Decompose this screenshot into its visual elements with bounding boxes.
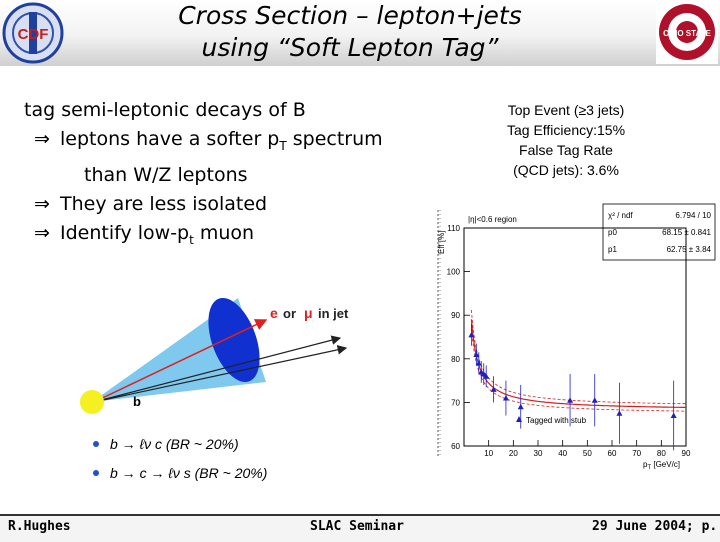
tag-summary: Top Event (≥3 jets) Tag Efficiency:15% F… (470, 100, 662, 180)
data-point (591, 397, 598, 403)
data-point (567, 397, 574, 403)
y-tick-label: 90 (451, 311, 460, 320)
legend-marker (516, 416, 522, 422)
x-axis-label: pT [GeV/c] (643, 460, 680, 471)
bullet-identify-muon: ⇒ Identify low-pt muon (24, 219, 424, 255)
decay-mode-1: b → ℓν c (BR ~ 20%) (110, 436, 239, 452)
lepton-label-e: e (270, 305, 278, 321)
x-axis-label-text: pT [GeV/c] (643, 460, 680, 471)
header-bar (0, 0, 720, 66)
y-tick-label: 60 (451, 442, 460, 451)
y-tick-label: 100 (447, 268, 461, 277)
page-title: Cross Section – lepton+jets using “Soft … (130, 0, 570, 64)
jet-axis-arrow-2 (93, 345, 348, 403)
lepton-label-or: or (283, 306, 296, 321)
implies-arrow: ⇒ (34, 128, 50, 150)
lepton-label-injet: in jet (318, 306, 349, 321)
x-tick-label: 70 (632, 449, 641, 458)
bullet-softer-pt-cont: than W/Z leptons (84, 163, 248, 186)
y-tick-label: 110 (447, 224, 460, 233)
osu-logo-text: OHIO STATE (663, 29, 711, 38)
summary-line-1: Top Event (≥3 jets) (507, 102, 625, 118)
implies-arrow: ⇒ (34, 192, 50, 215)
fit-stat-value: 62.75 ± 3.84 (667, 245, 712, 254)
efficiency-plot: |η|<0.6 region Eff [%] χ² / ndf 6.794 / 1… (428, 196, 720, 474)
jet-disk (208, 297, 260, 383)
x-tick-label: 60 (608, 449, 617, 458)
legend-label: Tagged with stub (526, 416, 587, 425)
x-tick-label: 20 (509, 449, 518, 458)
data-point (616, 410, 623, 416)
summary-line-4: (QCD jets): 3.6% (513, 162, 619, 178)
b-label: b (133, 394, 141, 409)
plot-frame (463, 227, 687, 447)
fit-stats: χ² / ndf 6.794 / 10 p0 68.15 ± 0.841 p1 62.75… (608, 211, 712, 254)
title-line-1: Cross Section – lepton+jets (178, 1, 522, 30)
jet-cone-diagram: b e or μ in jet b → ℓν c (BR ~ 20%) b → … (80, 297, 349, 481)
fit-stats-box (602, 203, 716, 261)
title-line-2: using “Soft Lepton Tag” (201, 33, 499, 62)
ohio-state-logo: OHIO STATE (656, 0, 718, 64)
decay-bullet-1 (93, 441, 99, 447)
cdf-logo-text: CDF (18, 26, 49, 43)
footer-author: R.Hughes (8, 519, 71, 534)
b-quark-dot (80, 390, 104, 414)
axes: 60 70 80 90 100 110 10 20 30 40 50 60 70 80 90 (447, 224, 691, 458)
x-tick-label: 40 (558, 449, 567, 458)
x-tick-label: 90 (682, 449, 691, 458)
fit-curve (470, 319, 686, 408)
data-point (502, 395, 509, 401)
fit-stat-name: p0 (608, 228, 617, 237)
lepton-label-mu: μ (304, 305, 313, 321)
jet-axis-arrow-1 (93, 335, 342, 403)
x-tick-label: 30 (534, 449, 543, 458)
summary-line-3: False Tag Rate (519, 142, 613, 158)
footer-venue: SLAC Seminar (310, 519, 404, 534)
bullet-less-isolated: ⇒ They are less isolated (24, 190, 424, 219)
data-point (473, 351, 480, 357)
y-tick-label: 70 (451, 398, 460, 407)
data-point (475, 360, 482, 366)
fit-stat-value: 6.794 / 10 (675, 211, 711, 220)
left-text-block: tag semi-leptonic decays of B ⇒ leptons h… (24, 96, 424, 255)
data-point (670, 412, 677, 418)
fit-stat-value: 68.15 ± 0.841 (662, 228, 711, 237)
footer-date: 29 June 2004; p. (592, 519, 718, 534)
region-label: |η|<0.6 region (468, 215, 517, 224)
y-tick-label: 80 (451, 355, 460, 364)
implies-arrow: ⇒ (34, 221, 50, 244)
fit-band-upper (471, 309, 686, 405)
lepton-arrow (93, 319, 268, 403)
x-tick-label: 50 (583, 449, 592, 458)
data-point (490, 386, 497, 392)
data-points (468, 323, 677, 451)
decay-bullet-2 (93, 470, 99, 476)
data-point (483, 373, 490, 379)
decay-mode-2: b → c → ℓν s (BR ~ 20%) (110, 465, 267, 481)
x-tick-label: 80 (657, 449, 666, 458)
data-point (468, 331, 475, 338)
plot-legend: Tagged with stub (516, 416, 587, 425)
y-axis-label: Eff [%] (437, 231, 446, 254)
data-point (517, 403, 524, 410)
fit-stat-name: p1 (608, 245, 617, 254)
intro-line: tag semi-leptonic decays of B (24, 99, 306, 121)
summary-line-2: Tag Efficiency:15% (506, 122, 626, 138)
footer-bar (0, 514, 720, 542)
bullet-softer-pt: ⇒ leptons have a softer pT spectrum (24, 125, 424, 161)
cdf-logo: CDF (2, 2, 64, 64)
x-tick-label: 10 (484, 449, 493, 458)
fit-stat-name: χ² / ndf (608, 211, 633, 220)
